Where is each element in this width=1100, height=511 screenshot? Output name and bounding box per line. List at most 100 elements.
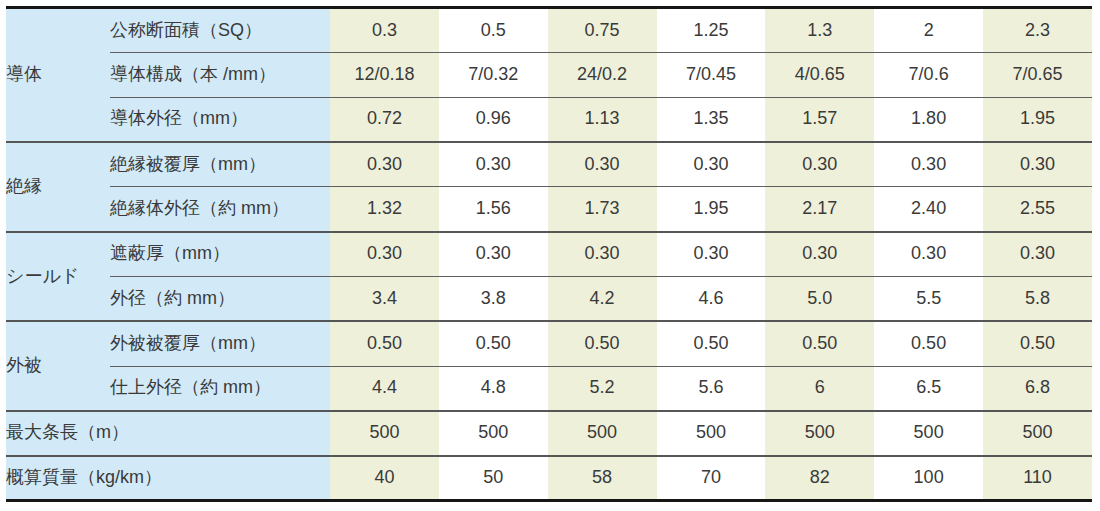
value-cell: 58 [548,456,657,501]
value-cell: 5.8 [983,276,1092,321]
value-cell: 100 [874,456,983,501]
table-row: 絶縁 絶縁被覆厚（mm） 0.30 0.30 0.30 0.30 0.30 0.… [6,142,1092,187]
value-cell: 12/0.18 [330,52,439,97]
row-label-approx-mass: 概算質量（kg/km） [6,456,330,501]
value-cell: 500 [548,411,657,456]
catalog-page: 導体 公称断面積（SQ） 0.3 0.5 0.75 1.25 1.3 2 2.3… [0,0,1100,511]
value-cell: 7/0.6 [874,52,983,97]
value-cell: 2 [874,8,983,53]
category-cell-jacket: 外被 [6,321,110,411]
row-label: 外径（約 mm） [110,276,330,321]
value-cell: 0.30 [765,142,874,187]
value-cell: 40 [330,456,439,501]
value-cell: 24/0.2 [548,52,657,97]
table-row: 導体外径（mm） 0.72 0.96 1.13 1.35 1.57 1.80 1… [6,97,1092,142]
row-label: 導体外径（mm） [110,97,330,142]
value-cell: 0.30 [548,232,657,277]
row-label-max-length: 最大条長（m） [6,411,330,456]
value-cell: 7/0.45 [657,52,766,97]
value-cell: 50 [439,456,548,501]
value-cell: 0.75 [548,8,657,53]
value-cell: 500 [330,411,439,456]
row-label: 導体構成（本 /mm） [110,52,330,97]
value-cell: 0.50 [439,321,548,366]
value-cell: 0.30 [657,142,766,187]
value-cell: 1.95 [983,97,1092,142]
value-cell: 0.30 [983,232,1092,277]
table-row: 導体構成（本 /mm） 12/0.18 7/0.32 24/0.2 7/0.45… [6,52,1092,97]
value-cell: 500 [874,411,983,456]
row-label: 絶縁体外径（約 mm） [110,187,330,232]
value-cell: 5.0 [765,276,874,321]
value-cell: 0.50 [548,321,657,366]
table-row: 最大条長（m） 500 500 500 500 500 500 500 [6,411,1092,456]
value-cell: 5.5 [874,276,983,321]
value-cell: 4.4 [330,366,439,411]
value-cell: 7/0.65 [983,52,1092,97]
value-cell: 500 [983,411,1092,456]
cable-spec-table: 導体 公称断面積（SQ） 0.3 0.5 0.75 1.25 1.3 2 2.3… [6,6,1092,502]
value-cell: 1.57 [765,97,874,142]
value-cell: 110 [983,456,1092,501]
value-cell: 82 [765,456,874,501]
value-cell: 5.6 [657,366,766,411]
value-cell: 1.32 [330,187,439,232]
table-row: 導体 公称断面積（SQ） 0.3 0.5 0.75 1.25 1.3 2 2.3 [6,8,1092,53]
value-cell: 0.30 [330,142,439,187]
value-cell: 0.96 [439,97,548,142]
value-cell: 1.80 [874,97,983,142]
value-cell: 1.25 [657,8,766,53]
category-cell-insulation: 絶縁 [6,142,110,232]
value-cell: 7/0.32 [439,52,548,97]
value-cell: 1.56 [439,187,548,232]
table-row: 外被 外被被覆厚（mm） 0.50 0.50 0.50 0.50 0.50 0.… [6,321,1092,366]
table-row: 外径（約 mm） 3.4 3.8 4.2 4.6 5.0 5.5 5.8 [6,276,1092,321]
value-cell: 3.4 [330,276,439,321]
value-cell: 2.55 [983,187,1092,232]
value-cell: 6.5 [874,366,983,411]
value-cell: 1.13 [548,97,657,142]
value-cell: 0.30 [439,142,548,187]
value-cell: 6 [765,366,874,411]
category-cell-conductor: 導体 [6,8,110,142]
value-cell: 500 [657,411,766,456]
value-cell: 4/0.65 [765,52,874,97]
value-cell: 0.30 [548,142,657,187]
value-cell: 0.72 [330,97,439,142]
value-cell: 2.3 [983,8,1092,53]
value-cell: 0.50 [330,321,439,366]
value-cell: 0.50 [657,321,766,366]
table-row: 仕上外径（約 mm） 4.4 4.8 5.2 5.6 6 6.5 6.8 [6,366,1092,411]
row-label: 仕上外径（約 mm） [110,366,330,411]
row-label: 公称断面積（SQ） [110,8,330,53]
value-cell: 2.17 [765,187,874,232]
value-cell: 1.73 [548,187,657,232]
value-cell: 0.30 [983,142,1092,187]
value-cell: 4.8 [439,366,548,411]
row-label: 絶縁被覆厚（mm） [110,142,330,187]
value-cell: 500 [765,411,874,456]
value-cell: 0.30 [874,232,983,277]
value-cell: 70 [657,456,766,501]
value-cell: 4.6 [657,276,766,321]
value-cell: 0.3 [330,8,439,53]
value-cell: 0.50 [983,321,1092,366]
value-cell: 3.8 [439,276,548,321]
value-cell: 1.3 [765,8,874,53]
value-cell: 0.50 [874,321,983,366]
value-cell: 0.30 [657,232,766,277]
value-cell: 6.8 [983,366,1092,411]
value-cell: 0.30 [439,232,548,277]
table-row: 絶縁体外径（約 mm） 1.32 1.56 1.73 1.95 2.17 2.4… [6,187,1092,232]
value-cell: 2.40 [874,187,983,232]
category-cell-shield: シールド [6,232,110,322]
value-cell: 0.50 [765,321,874,366]
table-row: 概算質量（kg/km） 40 50 58 70 82 100 110 [6,456,1092,501]
value-cell: 1.35 [657,97,766,142]
value-cell: 5.2 [548,366,657,411]
row-label: 外被被覆厚（mm） [110,321,330,366]
value-cell: 0.30 [330,232,439,277]
value-cell: 0.30 [765,232,874,277]
value-cell: 500 [439,411,548,456]
value-cell: 0.5 [439,8,548,53]
